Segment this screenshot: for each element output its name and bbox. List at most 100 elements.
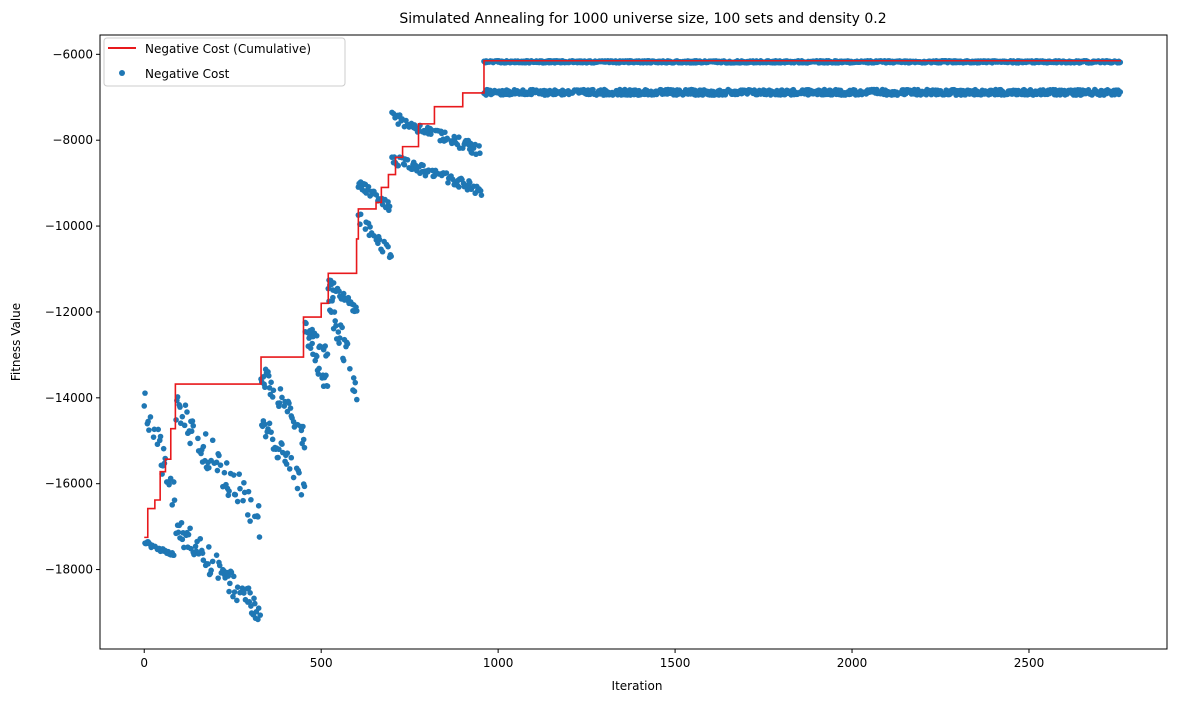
scatter-point xyxy=(237,485,243,492)
scatter-point xyxy=(231,589,238,595)
scatter-point xyxy=(300,423,306,430)
scatter-point xyxy=(245,488,252,495)
scatter-point xyxy=(335,329,342,335)
scatter-point xyxy=(223,460,230,466)
scatter-point xyxy=(268,429,274,435)
scatter-point xyxy=(313,353,320,360)
scatter-point xyxy=(178,519,185,526)
scatter-point xyxy=(206,544,212,550)
scatter-point xyxy=(331,309,338,315)
legend-dot-swatch xyxy=(119,70,125,76)
scatter-point xyxy=(354,396,360,403)
scatter-point xyxy=(169,502,176,508)
scatter-point xyxy=(234,584,241,590)
scatter-point xyxy=(209,437,216,444)
scatter-point xyxy=(142,390,148,396)
x-tick-label: 2500 xyxy=(1014,656,1045,670)
y-tick-label: −12000 xyxy=(45,305,93,319)
scatter-point xyxy=(236,471,243,477)
scatter-point xyxy=(300,436,307,443)
legend-label-scatter: Negative Cost xyxy=(145,67,230,81)
scatter-point xyxy=(240,497,246,504)
scatter-point xyxy=(286,466,293,472)
scatter-point xyxy=(145,418,151,425)
scatter-point xyxy=(255,616,261,623)
scatter-point xyxy=(365,184,372,190)
scatter-point xyxy=(336,288,342,294)
scatter-point xyxy=(290,474,297,481)
y-tick-label: −14000 xyxy=(45,391,93,405)
scatter-point xyxy=(225,492,232,499)
scatter-point xyxy=(340,357,347,364)
scatter-point xyxy=(155,426,162,433)
scatter-point xyxy=(241,479,247,486)
scatter-point xyxy=(268,379,274,386)
scatter-point xyxy=(179,536,186,543)
scatter-point xyxy=(230,573,237,580)
scatter-point xyxy=(170,479,177,485)
scatter-point xyxy=(345,294,352,301)
scatter-point xyxy=(362,226,369,232)
scatter-point xyxy=(315,371,322,377)
scatter-point xyxy=(217,462,224,468)
scatter-point xyxy=(188,428,195,435)
scatter-point xyxy=(301,483,308,490)
scatter-point xyxy=(256,534,263,540)
scatter-point xyxy=(322,343,328,349)
scatter-point xyxy=(456,184,462,190)
scatter-point xyxy=(276,446,282,453)
plot-frame xyxy=(99,34,1168,650)
scatter-point xyxy=(251,595,257,602)
legend-label-cumulative: Negative Cost (Cumulative) xyxy=(145,42,311,56)
scatter-point xyxy=(179,413,186,420)
scatter-point xyxy=(298,491,305,498)
scatter-point xyxy=(332,318,339,324)
scatter-point xyxy=(344,341,351,347)
scatter-point xyxy=(270,387,277,394)
scatter-point xyxy=(269,436,276,443)
scatter-point xyxy=(230,593,236,600)
scatter-point xyxy=(347,365,353,372)
scatter-point xyxy=(323,372,329,379)
scatter-point xyxy=(206,464,212,471)
scatter-point xyxy=(350,375,357,381)
scatter-point xyxy=(371,233,377,239)
scatter-point xyxy=(275,454,281,461)
scatter-point xyxy=(385,199,391,205)
scatter-point xyxy=(177,404,183,410)
scatter-point xyxy=(184,409,190,415)
scatter-point xyxy=(214,467,221,474)
scatter-point xyxy=(313,332,320,339)
scatter-point xyxy=(241,590,247,596)
x-tick-label: 0 xyxy=(140,656,148,670)
scatter-point xyxy=(376,236,383,243)
scatter-point xyxy=(354,308,360,314)
scatter-point xyxy=(205,561,211,567)
scatter-point xyxy=(141,403,148,409)
scatter-point xyxy=(216,562,223,569)
scatter-point xyxy=(187,525,193,532)
scatter-point xyxy=(478,192,485,198)
scatter-point xyxy=(330,280,337,286)
scatter-point xyxy=(339,324,345,331)
x-tick-label: 1500 xyxy=(660,656,691,670)
scatter-point xyxy=(401,161,408,168)
y-tick-label: −16000 xyxy=(45,477,93,491)
scatter-point xyxy=(286,400,292,407)
scatter-point xyxy=(200,557,207,564)
scatter-point xyxy=(213,552,220,558)
scatter-point xyxy=(146,427,152,433)
scatter-point xyxy=(477,150,483,157)
x-axis-label: Iteration xyxy=(612,679,663,693)
scatter-point xyxy=(174,394,181,400)
scatter-point xyxy=(255,514,261,520)
scatter-point xyxy=(209,558,216,565)
scatter-point xyxy=(232,491,239,498)
scatter-point xyxy=(246,599,253,605)
x-tick-label: 1000 xyxy=(483,656,514,670)
scatter-point xyxy=(351,388,358,395)
scatter-point xyxy=(466,179,473,186)
scatter-point xyxy=(388,253,394,260)
scatter-point xyxy=(294,485,301,492)
scatter-point xyxy=(265,372,272,379)
